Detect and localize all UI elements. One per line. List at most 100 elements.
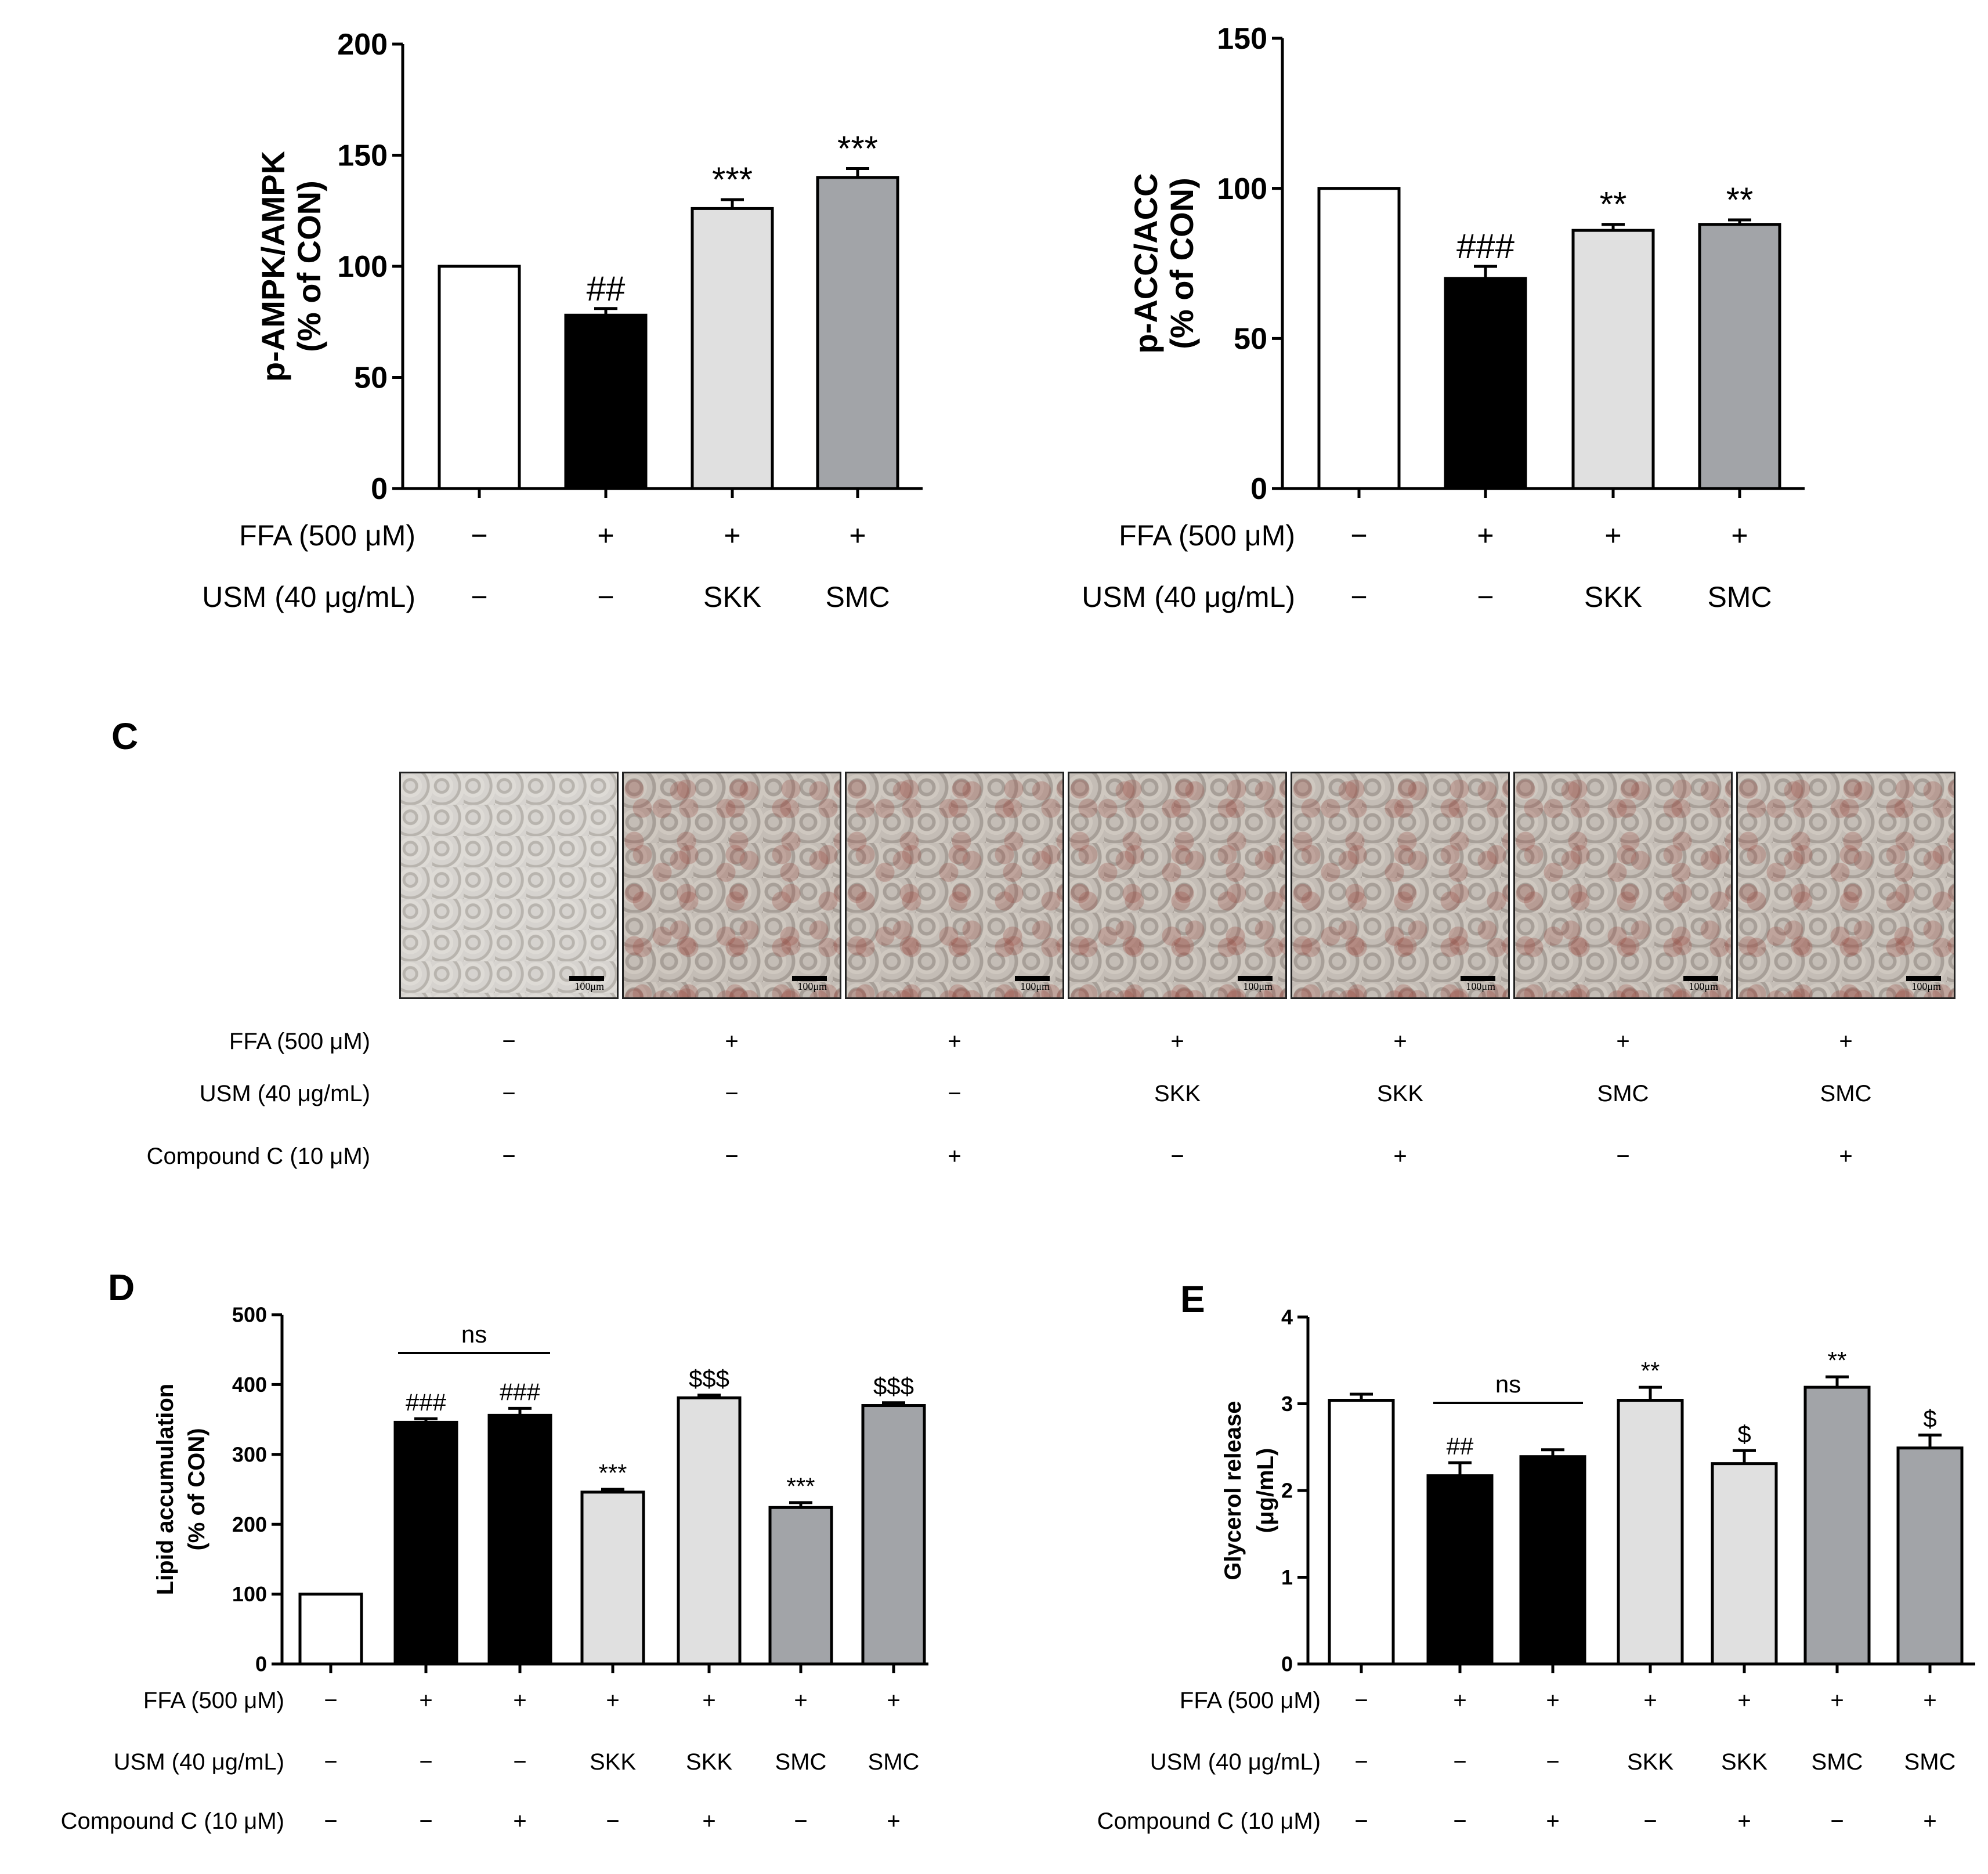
y-axis-label-e: Glycerol release bbox=[1220, 1401, 1246, 1580]
treatment-symbol: + bbox=[1393, 1144, 1407, 1169]
treatment-symbol: SMC bbox=[1904, 1749, 1956, 1775]
y-tick-label-b: 50 bbox=[1234, 323, 1267, 356]
scale-label: 100μm bbox=[574, 981, 604, 992]
ns-label: ns bbox=[461, 1321, 487, 1348]
row-label-c: Compound C (10 μM) bbox=[147, 1144, 370, 1169]
treatment-symbol: − bbox=[1354, 1808, 1368, 1834]
significance-label: ** bbox=[1828, 1347, 1847, 1374]
y-tick-label-e: 2 bbox=[1281, 1479, 1293, 1503]
treatment-symbol: + bbox=[419, 1688, 432, 1713]
treatment-symbol: − bbox=[324, 1688, 337, 1713]
row-label-e: USM (40 μg/mL) bbox=[1150, 1749, 1321, 1775]
scale-bar bbox=[1015, 976, 1050, 981]
significance-label: $$$ bbox=[689, 1365, 729, 1392]
treatment-symbol: − bbox=[794, 1808, 807, 1834]
panel-label-d: D bbox=[108, 1267, 135, 1308]
treatment-symbol: + bbox=[1643, 1688, 1657, 1713]
row-label-d: FFA (500 μM) bbox=[143, 1688, 284, 1713]
treatment-symbol: − bbox=[606, 1808, 619, 1834]
treatment-symbol: + bbox=[1170, 1029, 1184, 1054]
treatment-symbol: + bbox=[702, 1808, 715, 1834]
y-axis-label-b: p-ACC/ACC bbox=[1127, 173, 1164, 353]
y-tick-label-d: 500 bbox=[232, 1303, 267, 1327]
treatment-symbol: − bbox=[1170, 1144, 1184, 1169]
significance-label: ### bbox=[1456, 227, 1515, 266]
treatment-symbol: + bbox=[794, 1688, 807, 1713]
micrograph-4: 100μm bbox=[1068, 772, 1287, 999]
treatment-symbol: + bbox=[724, 519, 740, 552]
row-label-e: Compound C (10 μM) bbox=[1097, 1808, 1321, 1834]
treatment-symbol: + bbox=[1839, 1144, 1852, 1169]
bar-e-4 bbox=[1617, 1399, 1684, 1666]
bar-e-5 bbox=[1711, 1462, 1778, 1666]
significance-label: *** bbox=[786, 1473, 815, 1500]
treatment-symbol: + bbox=[1830, 1688, 1844, 1713]
treatment-symbol: + bbox=[702, 1688, 715, 1713]
treatment-symbol: + bbox=[513, 1688, 526, 1713]
treatment-symbol: SMC bbox=[868, 1749, 920, 1775]
bar-a-1 bbox=[438, 265, 521, 490]
micrograph-2: 100μm bbox=[622, 772, 841, 999]
treatment-symbol: − bbox=[502, 1029, 515, 1054]
treatment-symbol: + bbox=[606, 1688, 619, 1713]
treatment-symbol: − bbox=[324, 1749, 337, 1775]
micrograph-row: 100μm 100μm 100μm 100μm 100μm 100μm 100μ… bbox=[399, 772, 1964, 999]
y-axis-label-d: (% of CON) bbox=[184, 1428, 209, 1550]
significance-label: $$$ bbox=[873, 1373, 914, 1400]
treatment-symbol: − bbox=[725, 1081, 738, 1106]
treatment-symbol: + bbox=[849, 519, 866, 552]
panel-label-c: C bbox=[111, 715, 139, 757]
treatment-symbol: SMC bbox=[1707, 581, 1772, 613]
treatment-symbol: + bbox=[887, 1808, 900, 1834]
y-tick-label-a: 0 bbox=[371, 472, 388, 506]
treatment-symbol: + bbox=[597, 519, 614, 552]
bar-d-7 bbox=[861, 1404, 926, 1666]
significance-label: $ bbox=[1737, 1420, 1751, 1448]
treatment-symbol: + bbox=[948, 1029, 961, 1054]
scale-label: 100μm bbox=[1020, 981, 1050, 992]
scale-bar bbox=[1683, 976, 1718, 981]
y-tick-label-d: 0 bbox=[255, 1652, 267, 1676]
micrograph-6: 100μm bbox=[1513, 772, 1733, 999]
scale-bar bbox=[1461, 976, 1495, 981]
treatment-symbol: + bbox=[1477, 519, 1494, 552]
treatment-symbol: − bbox=[948, 1081, 961, 1106]
treatment-symbol: SMC bbox=[1597, 1081, 1649, 1106]
treatment-symbol: + bbox=[887, 1688, 900, 1713]
bar-e-3 bbox=[1519, 1455, 1586, 1666]
significance-label: ** bbox=[1600, 185, 1627, 224]
treatment-symbol: − bbox=[725, 1144, 738, 1169]
treatment-symbol: SKK bbox=[1154, 1081, 1201, 1106]
treatment-symbol: − bbox=[419, 1749, 432, 1775]
significance-label: ## bbox=[587, 269, 626, 308]
y-tick-label-b: 0 bbox=[1250, 472, 1267, 506]
y-tick-label-b: 100 bbox=[1217, 172, 1267, 206]
y-tick-label-d: 400 bbox=[232, 1373, 267, 1397]
y-axis-label-d: Lipid accumulation bbox=[153, 1384, 178, 1595]
bar-d-1 bbox=[298, 1593, 363, 1666]
bar-d-4 bbox=[580, 1490, 645, 1666]
treatment-symbol: − bbox=[513, 1749, 526, 1775]
treatment-symbol: + bbox=[1546, 1808, 1559, 1834]
row-label-e: FFA (500 μM) bbox=[1180, 1688, 1321, 1713]
y-tick-label-a: 200 bbox=[337, 28, 388, 61]
scale-label: 100μm bbox=[1911, 981, 1941, 992]
significance-label: *** bbox=[837, 129, 878, 168]
y-axis-label-e: (μg/mL) bbox=[1253, 1448, 1278, 1533]
significance-label: *** bbox=[598, 1459, 627, 1486]
treatment-symbol: − bbox=[1643, 1808, 1657, 1834]
treatment-symbol: − bbox=[471, 581, 487, 613]
y-axis-label-b: (% of CON) bbox=[1163, 178, 1200, 349]
significance-label: ** bbox=[1726, 180, 1754, 219]
treatment-symbol: SKK bbox=[1721, 1749, 1767, 1775]
row-label-a: USM (40 μg/mL) bbox=[202, 581, 415, 613]
significance-label: $ bbox=[1923, 1405, 1936, 1432]
treatment-symbol: SMC bbox=[1812, 1749, 1863, 1775]
treatment-symbol: + bbox=[725, 1029, 738, 1054]
treatment-symbol: SKK bbox=[590, 1749, 636, 1775]
scale-bar bbox=[569, 976, 604, 981]
treatment-symbol: + bbox=[1453, 1688, 1466, 1713]
scale-bar bbox=[1238, 976, 1273, 981]
row-label-d: USM (40 μg/mL) bbox=[114, 1749, 284, 1775]
